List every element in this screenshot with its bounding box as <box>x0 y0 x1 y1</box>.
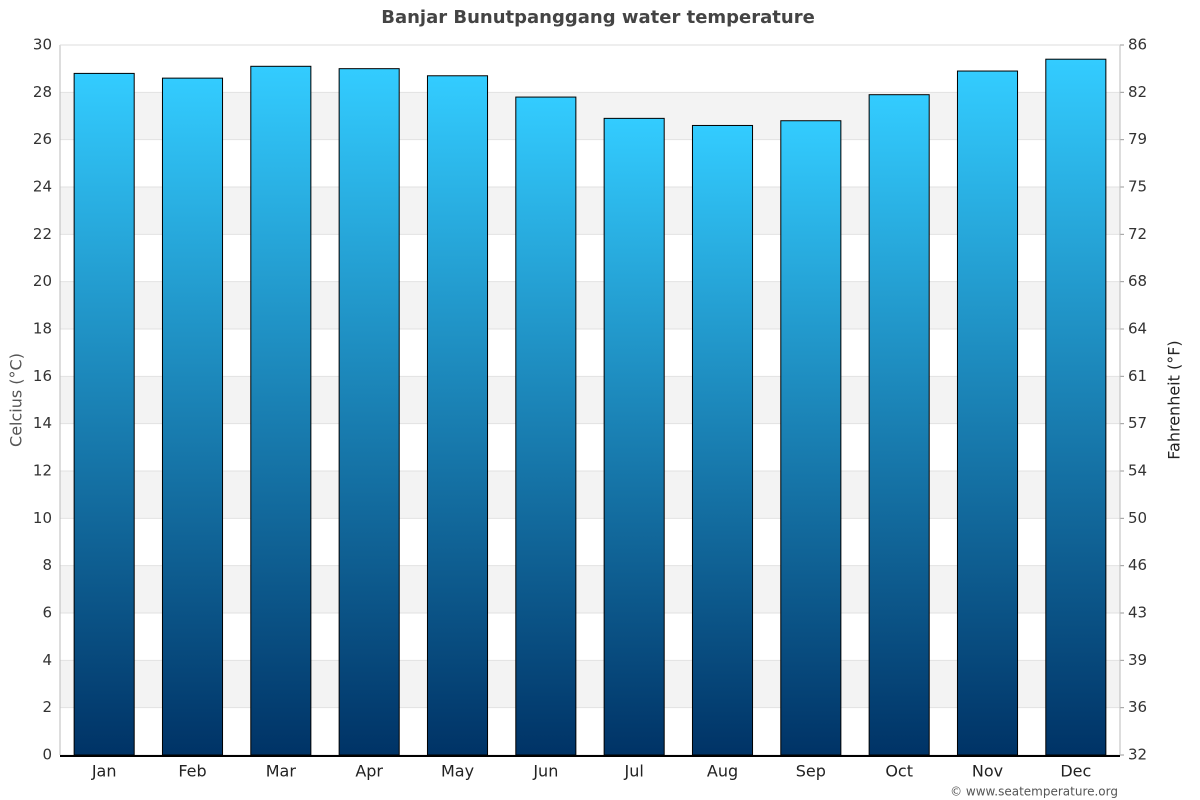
bar <box>73 72 135 756</box>
y-tick-label: 28 <box>33 83 52 101</box>
bar <box>338 68 400 756</box>
y2-tick-label: 50 <box>1128 509 1147 527</box>
bar <box>603 117 665 756</box>
y-tick-label: 26 <box>33 130 52 148</box>
y2-tick-label: 61 <box>1128 367 1147 385</box>
x-tick-label: Nov <box>972 762 1003 781</box>
bar <box>515 96 577 756</box>
grid-band <box>60 281 1120 329</box>
bar <box>161 77 224 756</box>
y-tick-label: 6 <box>42 604 52 622</box>
x-tick-label: Sep <box>796 762 826 781</box>
y-axis-label: Celcius (°C) <box>7 353 26 447</box>
y-tick-label: 16 <box>33 367 52 385</box>
y2-tick-label: 32 <box>1128 746 1147 764</box>
bar <box>780 120 842 756</box>
y2-tick-label: 68 <box>1128 272 1147 290</box>
y2-tick-label: 75 <box>1128 178 1147 196</box>
bar <box>1045 58 1107 756</box>
y-tick-label: 24 <box>33 178 52 196</box>
bar <box>426 75 489 756</box>
y2-tick-label: 36 <box>1128 698 1147 716</box>
y-tick-label: 18 <box>33 320 52 338</box>
bar <box>250 65 312 756</box>
y-tick-label: 12 <box>33 462 52 480</box>
y-tick-label: 14 <box>33 414 52 432</box>
x-tick-label: Oct <box>885 762 913 781</box>
x-tick-label: Jul <box>624 762 644 781</box>
y2-tick-label: 82 <box>1128 83 1147 101</box>
x-tick-label: Apr <box>355 762 383 781</box>
y2-tick-label: 79 <box>1128 130 1147 148</box>
y2-tick-label: 72 <box>1128 225 1147 243</box>
y2-tick-label: 46 <box>1128 556 1147 574</box>
bar <box>868 94 930 756</box>
y-tick-label: 8 <box>42 556 52 574</box>
grid-band <box>60 187 1120 235</box>
grid-band <box>60 376 1120 424</box>
x-tick-label: Jun <box>532 762 558 781</box>
y-tick-label: 22 <box>33 225 52 243</box>
y-tick-label: 10 <box>33 509 52 527</box>
bar <box>956 70 1019 756</box>
x-tick-label: Dec <box>1060 762 1091 781</box>
y-tick-label: 0 <box>42 746 52 764</box>
grid-band <box>60 92 1120 140</box>
y2-tick-label: 86 <box>1128 36 1147 54</box>
grid-band <box>60 660 1120 708</box>
bar <box>691 124 754 756</box>
grid-band <box>60 471 1120 519</box>
chart-title: Banjar Bunutpanggang water temperature <box>381 7 815 28</box>
y2-tick-label: 43 <box>1128 604 1147 622</box>
x-tick-label: Mar <box>266 762 297 781</box>
x-tick-label: Aug <box>707 762 738 781</box>
y2-tick-label: 57 <box>1128 414 1147 432</box>
y2-tick-label: 64 <box>1128 320 1147 338</box>
y2-axis-label: Fahrenheit (°F) <box>1165 340 1184 459</box>
x-tick-label: Jan <box>91 762 117 781</box>
x-tick-label: May <box>441 762 474 781</box>
y-tick-label: 30 <box>33 36 52 54</box>
y-tick-label: 2 <box>42 698 52 716</box>
y-tick-label: 20 <box>33 272 52 290</box>
y-tick-label: 4 <box>42 651 52 669</box>
grid-band <box>60 565 1120 613</box>
y2-tick-label: 39 <box>1128 651 1147 669</box>
credit: © www.seatemperature.org <box>950 785 1118 799</box>
y2-tick-label: 54 <box>1128 462 1147 480</box>
x-tick-label: Feb <box>178 762 206 781</box>
